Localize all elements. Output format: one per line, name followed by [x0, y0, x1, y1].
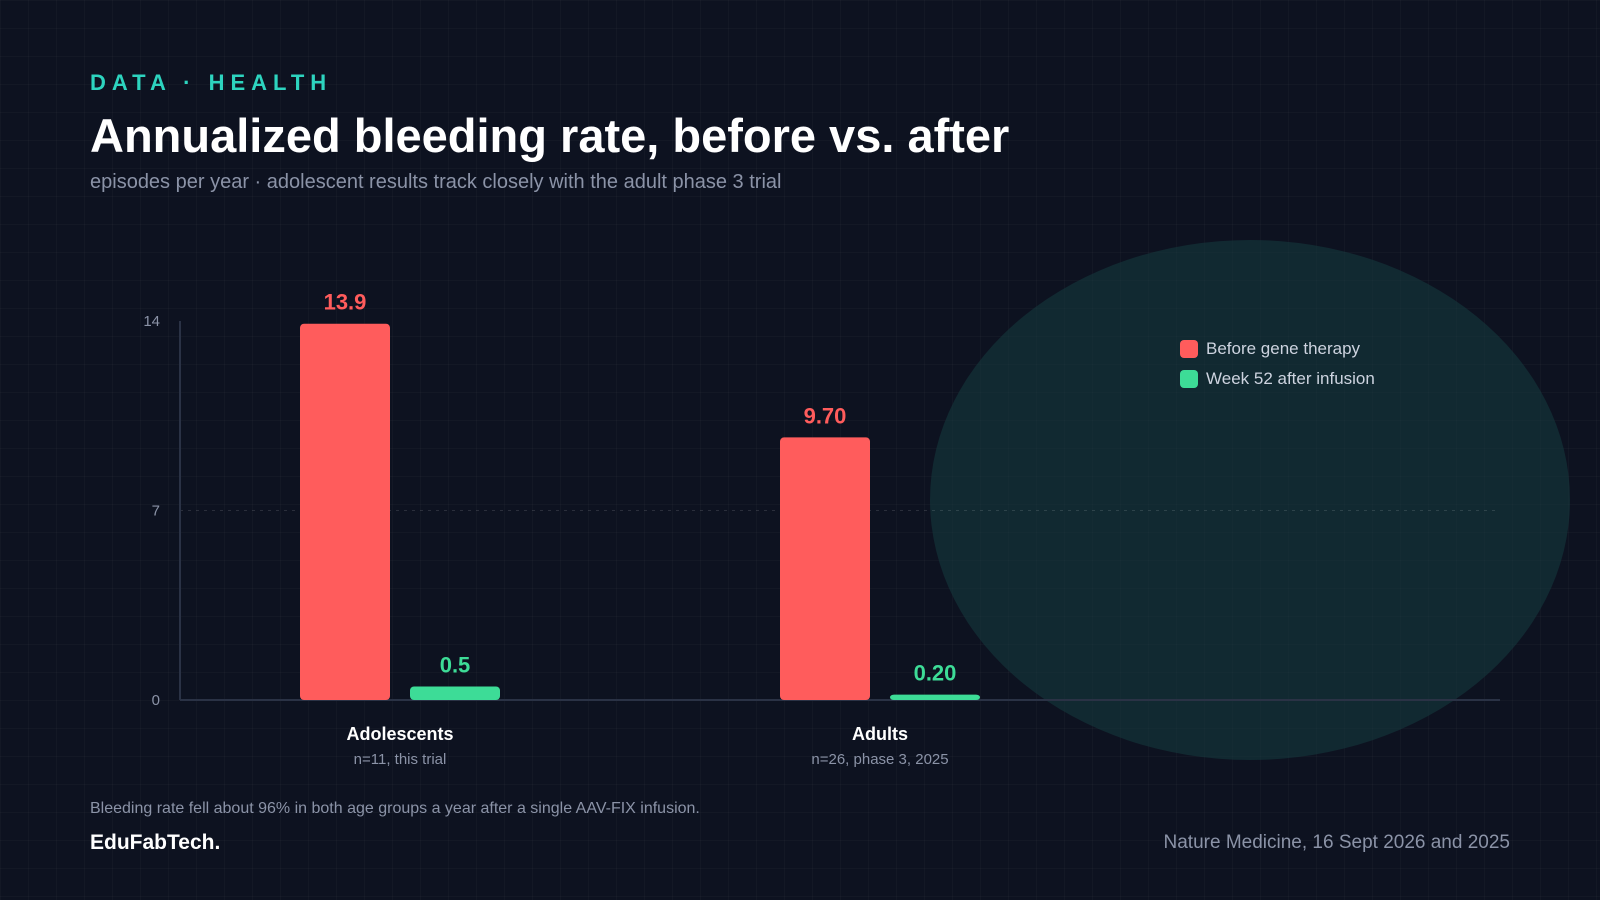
category-label-adolescents: Adolescents	[346, 724, 453, 744]
y-tick-label-7: 7	[152, 503, 160, 520]
brand-logo: EduFabTech.	[90, 831, 221, 854]
bar-adolescents-after	[410, 686, 500, 700]
category-label-adults: Adults	[852, 724, 908, 744]
y-tick-label-0: 0	[152, 692, 160, 709]
chart-legend: Before gene therapy Week 52 after infusi…	[1180, 334, 1375, 394]
bar-adults-before	[780, 437, 870, 700]
category-sublabel-adolescents: n=11, this trial	[354, 751, 447, 768]
legend-swatch-before	[1180, 340, 1198, 358]
category-sublabel-adults: n=26, phase 3, 2025	[811, 751, 948, 768]
chart-title: Annualized bleeding rate, before vs. aft…	[90, 109, 1010, 162]
background-glow	[930, 240, 1570, 760]
legend-label-before: Before gene therapy	[1206, 339, 1361, 358]
source-citation: Nature Medicine, 16 Sept 2026 and 2025	[1163, 832, 1510, 853]
eyebrow-label: DATA · HEALTH	[90, 70, 333, 95]
data-label-adolescents-before: 13.9	[324, 290, 367, 315]
y-tick-label-14: 14	[143, 313, 160, 330]
bar-adolescents-before	[300, 323, 390, 700]
legend-item-after: Week 52 after infusion	[1180, 364, 1375, 394]
data-label-adults-before: 9.70	[804, 403, 847, 428]
data-label-adults-after: 0.20	[914, 661, 957, 686]
footnote: Bleeding rate fell about 96% in both age…	[90, 800, 700, 817]
legend-label-after: Week 52 after infusion	[1206, 369, 1375, 388]
chart-subtitle: episodes per year · adolescent results t…	[90, 171, 782, 193]
data-label-adolescents-after: 0.5	[440, 652, 471, 677]
bar-adults-after	[890, 694, 980, 700]
legend-item-before: Before gene therapy	[1180, 334, 1375, 364]
legend-swatch-after	[1180, 370, 1198, 388]
